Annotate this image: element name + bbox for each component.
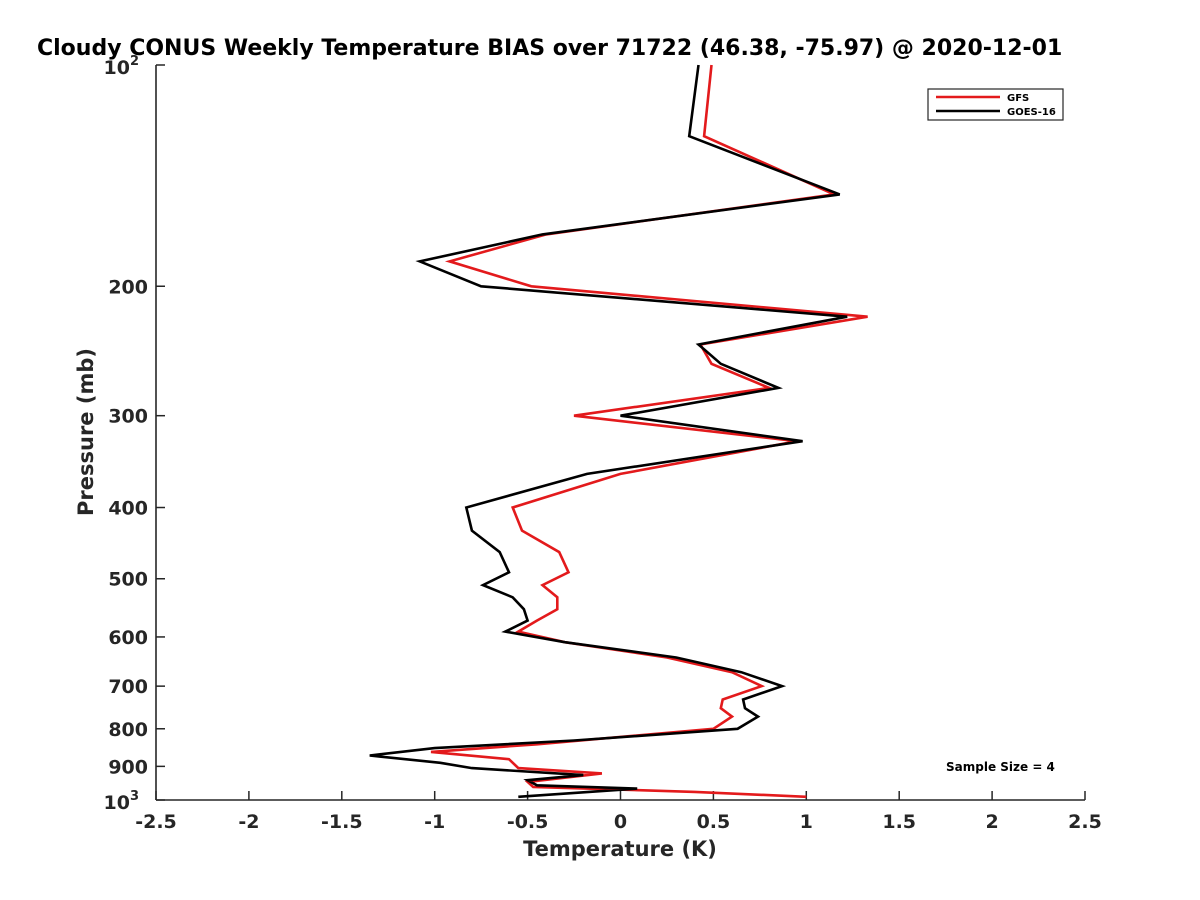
legend-label-gfs: GFS	[1007, 93, 1029, 104]
y-tick-label: 200	[108, 276, 148, 298]
x-tick-label: 1	[800, 811, 813, 833]
plot-area	[155, 65, 1085, 801]
x-axis-ticks: -2.5 -2 -1.5 -1 -0.5 0 0.5 1 1.5 2 2.5	[135, 791, 1102, 833]
chart-title: Cloudy CONUS Weekly Temperature BIAS ove…	[37, 36, 1062, 61]
legend-label-goes16: GOES-16	[1007, 107, 1056, 118]
y-tick-label: 500	[108, 569, 148, 591]
x-tick-label: -0.5	[507, 811, 549, 833]
y-tick-label: 600	[108, 627, 148, 649]
y-tick-label: 900	[108, 756, 148, 778]
y-tick-label-exponent: 3	[130, 789, 139, 804]
series-lines	[369, 64, 868, 799]
x-tick-label: 0.5	[697, 811, 731, 833]
x-axis-label: Temperature (K)	[523, 837, 717, 861]
y-tick-label: 400	[108, 498, 148, 520]
x-tick-label: -2	[238, 811, 259, 833]
series-line-goes16	[369, 64, 848, 799]
x-tick-label: 2.5	[1068, 811, 1102, 833]
y-tick-label: 800	[108, 719, 148, 741]
y-tick-label-base: 10	[104, 57, 130, 79]
x-tick-label: -1.5	[321, 811, 363, 833]
x-tick-label: 1.5	[882, 811, 916, 833]
y-tick-label: 700	[108, 676, 148, 698]
sample-size-annotation: Sample Size = 4	[946, 760, 1055, 774]
y-tick-label-base: 10	[104, 792, 130, 814]
y-tick-label: 300	[108, 406, 148, 428]
x-tick-label: 2	[985, 811, 998, 833]
y-tick-label-exponent: 2	[130, 54, 139, 69]
x-tick-label: -1	[424, 811, 445, 833]
y-axis-label: Pressure (mb)	[74, 348, 98, 516]
x-tick-label: 0	[614, 811, 627, 833]
series-line-gfs	[430, 64, 868, 799]
x-tick-label: -2.5	[135, 811, 177, 833]
legend: GFS GOES-16	[927, 88, 1064, 121]
legend-box	[927, 88, 1064, 121]
